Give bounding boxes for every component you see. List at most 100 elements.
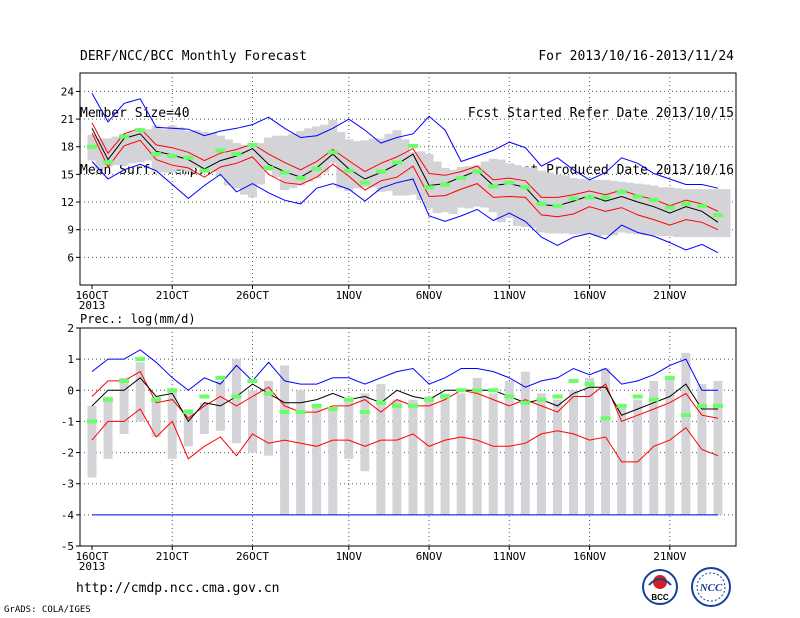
precipitation-ytick-label: 1 xyxy=(67,353,74,366)
temperature-max-line xyxy=(91,93,719,189)
temperature-spread-box xyxy=(400,139,410,196)
temperature-median-marker xyxy=(472,169,483,174)
precipitation-spread-box xyxy=(713,380,723,515)
temperature-spread-box xyxy=(544,172,554,234)
temperature-median-marker xyxy=(263,165,274,170)
precipitation-median-marker xyxy=(584,382,595,387)
temperature-spread-box xyxy=(272,135,282,178)
precipitation-median-marker xyxy=(664,375,675,380)
precipitation-year-label: 2013 xyxy=(79,560,106,573)
temperature-xtick-label: 21NOV xyxy=(653,289,686,302)
temperature-spread-box xyxy=(360,140,370,188)
precipitation-spread-box xyxy=(376,384,386,515)
temperature-panel: 6 9 12 15 18 21 24 16OCT 21OCT 26OCT 1NOV 6NOV 11NOV… xyxy=(61,72,737,312)
temperature-spread-box xyxy=(496,159,506,223)
temperature-median-marker xyxy=(167,153,178,158)
temperature-spread-box xyxy=(536,170,546,233)
temperature-ytick-label: 21 xyxy=(61,113,74,126)
precipitation-ytick-label: -3 xyxy=(61,478,74,491)
temperature-spread-box xyxy=(207,132,217,172)
temperature-ytick-label: 6 xyxy=(67,251,74,264)
temperature-spread-box xyxy=(95,138,105,169)
precipitation-spread-box xyxy=(536,393,546,515)
temperature-spread-box xyxy=(697,189,707,238)
precipitation-mean-line xyxy=(91,377,718,423)
temperature-xtick-label: 16NOV xyxy=(573,289,606,302)
forecast-produced-date: Fcst Produced Date 2013/10/16 xyxy=(507,163,734,178)
ncc-logo-mark: NCC xyxy=(691,567,731,607)
temperature-median-marker xyxy=(440,182,451,187)
precipitation-median-marker xyxy=(199,394,210,399)
precipitation-spread-box xyxy=(360,393,370,472)
temperature-spread-box xyxy=(593,179,603,237)
temperature-spread-box xyxy=(167,125,177,173)
temperature-median-marker xyxy=(391,160,402,165)
precipitation-spread-box xyxy=(312,405,322,515)
temperature-spread-box xyxy=(336,131,346,189)
precipitation-spread-box xyxy=(328,408,338,515)
precipitation-median-marker xyxy=(87,419,97,424)
precipitation-median-marker xyxy=(311,403,322,408)
precipitation-median-marker xyxy=(343,397,354,402)
precipitation-median-marker xyxy=(167,388,178,393)
temperature-xtick-label: 16OCT xyxy=(75,289,108,302)
precipitation-median-marker xyxy=(295,410,306,415)
ncc-logo-text: NCC xyxy=(699,582,723,594)
temperature-spread-box xyxy=(633,183,643,235)
temperature-spread-box xyxy=(665,187,675,237)
temperature-min-line xyxy=(91,161,719,254)
temperature-frame xyxy=(79,72,737,286)
temperature-spread-box xyxy=(320,124,330,173)
temperature-median-marker xyxy=(536,201,547,206)
temperature-spread-box xyxy=(408,152,418,195)
temperature-spread-box xyxy=(328,120,338,164)
temperature-xtick-label: 11NOV xyxy=(493,289,526,302)
temperature-median-marker xyxy=(343,168,354,173)
precipitation-median-marker xyxy=(119,378,130,383)
precipitation-median-marker xyxy=(696,403,707,408)
precipitation-median-marker xyxy=(183,410,194,415)
precipitation-median-marker xyxy=(440,394,451,399)
precipitation-median-marker xyxy=(408,403,418,408)
temperature-spread-box xyxy=(199,131,209,171)
precipitation-spread-box xyxy=(167,390,177,459)
temperature-upper-line xyxy=(91,122,719,212)
temperature-spread-box xyxy=(464,166,474,209)
precipitation-spread-box xyxy=(633,399,643,515)
temperature-spread-box xyxy=(560,175,570,234)
temperature-spread-box xyxy=(641,184,651,236)
precipitation-median-marker xyxy=(231,394,242,399)
temperature-median-marker xyxy=(311,166,322,171)
temperature-spread-box xyxy=(304,128,314,182)
temperature-spread-box xyxy=(368,138,378,188)
precipitation-xtick-label: 21OCT xyxy=(156,550,189,563)
temperature-median-marker xyxy=(103,160,114,165)
precipitation-median-marker xyxy=(103,397,114,402)
temperature-spread-box xyxy=(657,187,667,237)
temperature-mean-line xyxy=(91,128,719,223)
precipitation-lower-line xyxy=(91,408,719,463)
temperature-spread-box xyxy=(312,126,322,179)
precipitation-spread-box xyxy=(552,399,562,515)
forecast-period: For 2013/10/16-2013/11/24 xyxy=(538,49,734,64)
grads-credit: GrADS: COLA/IGES xyxy=(4,605,91,615)
precipitation-ytick-label: -2 xyxy=(61,447,74,460)
precipitation-median-marker xyxy=(327,406,338,411)
temperature-median-marker xyxy=(359,180,370,185)
precipitation-spread-box xyxy=(119,377,129,434)
bcc-logo-text: BCC xyxy=(651,593,669,602)
precipitation-xtick-label: 16NOV xyxy=(573,550,606,563)
ncc-logo: NCC xyxy=(690,566,732,608)
temperature-spread-box xyxy=(135,131,145,163)
temperature-xtick-label: 6NOV xyxy=(416,289,443,302)
temperature-median-marker xyxy=(199,168,210,173)
temperature-spread-box xyxy=(215,135,225,177)
precipitation-max-line xyxy=(91,349,718,391)
temperature-median-marker xyxy=(151,152,162,157)
precipitation-frame xyxy=(79,327,737,547)
temperature-spread-box xyxy=(528,167,538,228)
temperature-median-marker xyxy=(231,152,242,157)
temperature-median-marker xyxy=(696,203,707,208)
temperature-median-marker xyxy=(215,148,226,153)
temperature-median-marker xyxy=(183,155,194,160)
